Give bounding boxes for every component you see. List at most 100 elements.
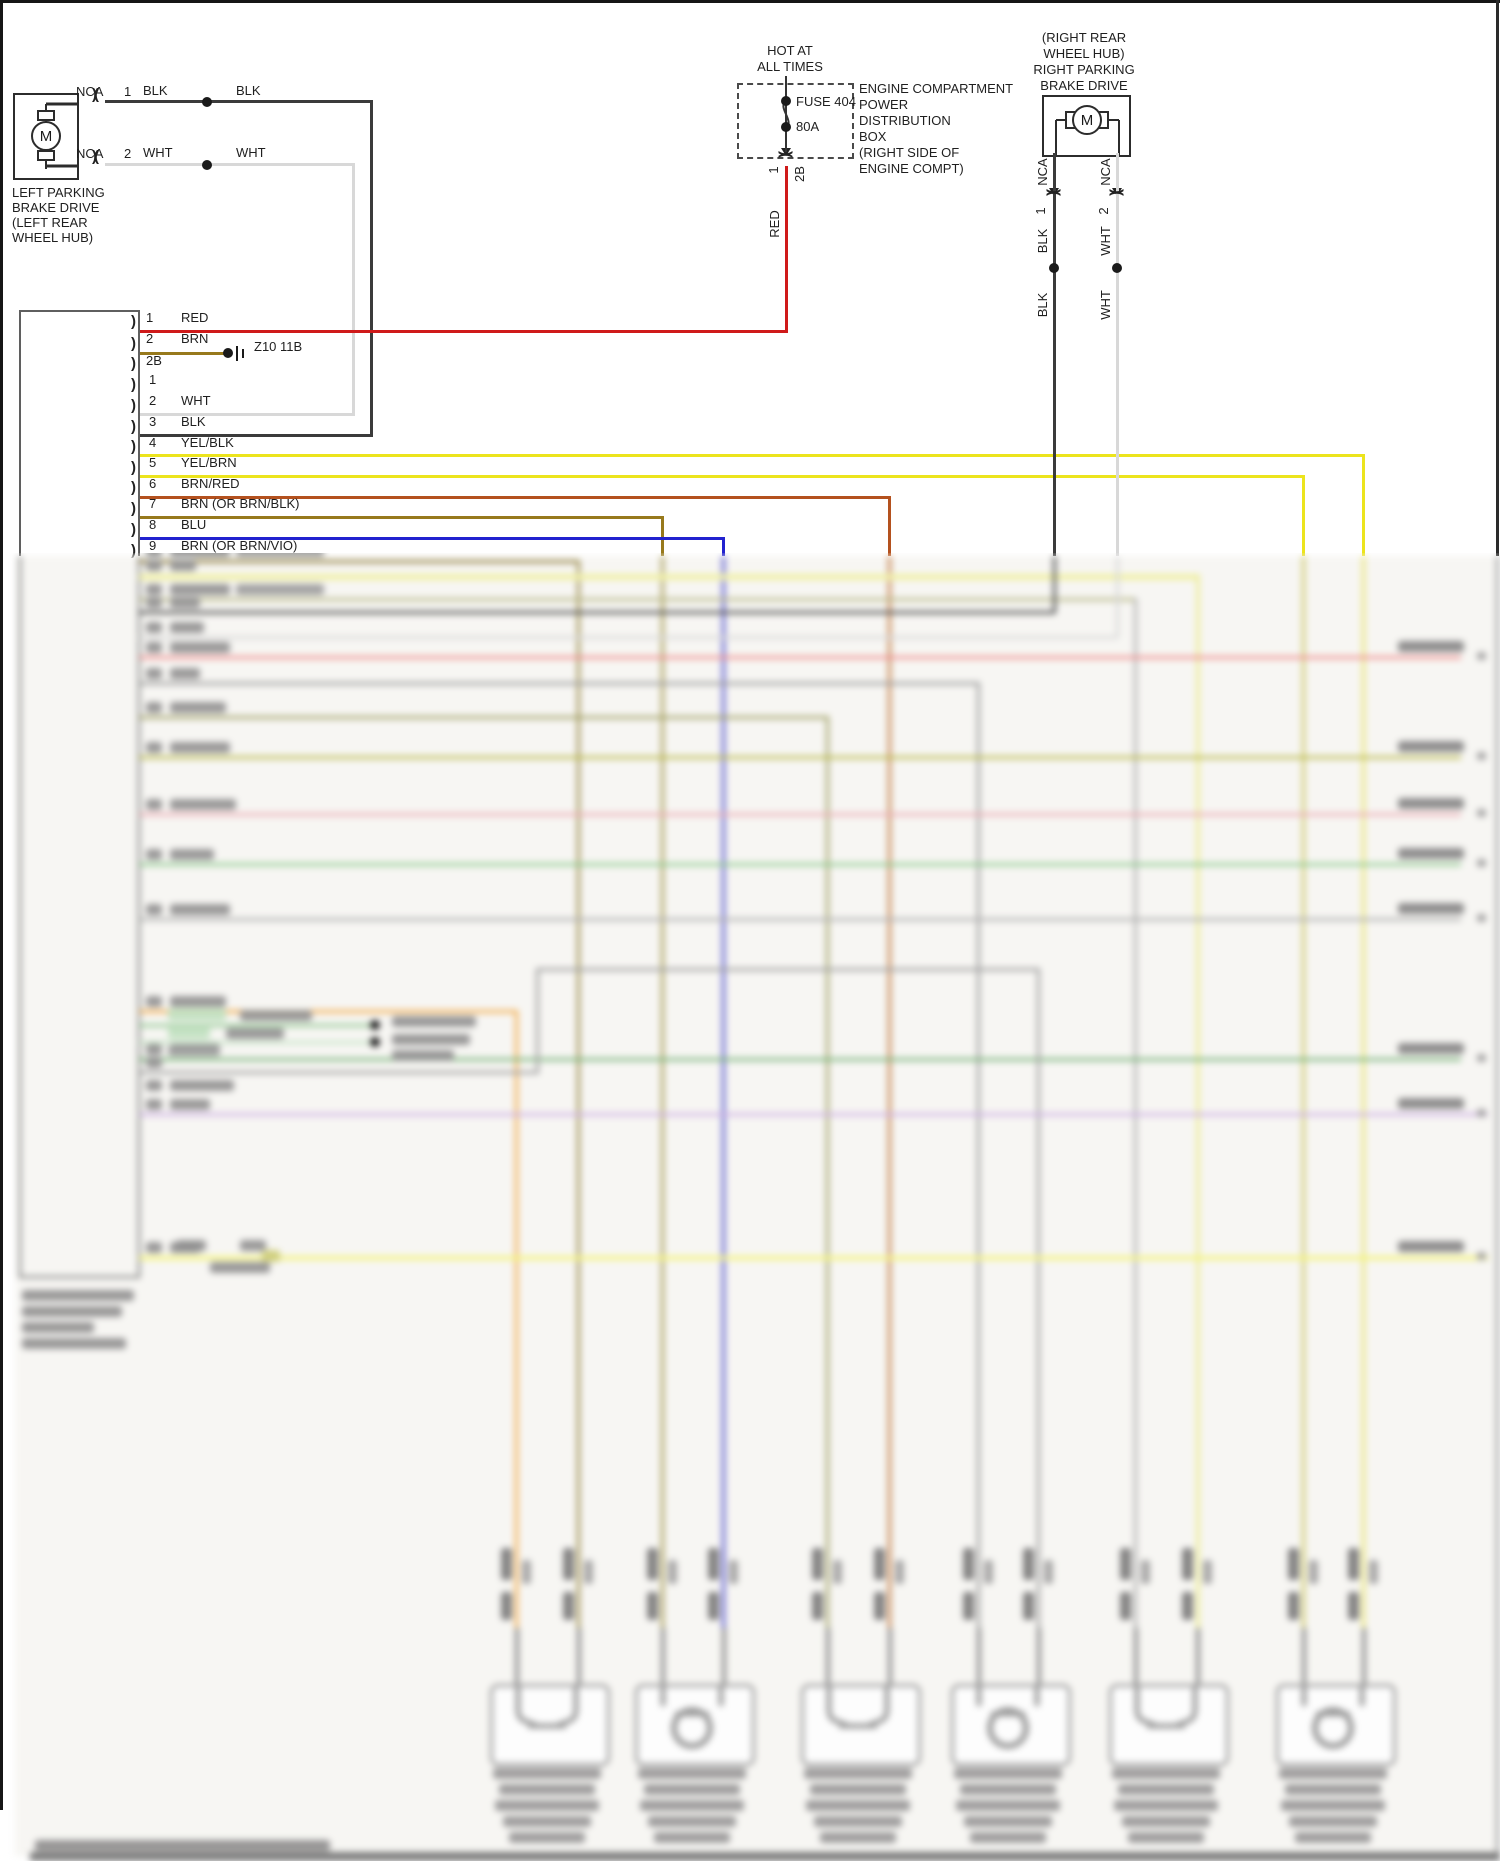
blurred-connector-caption: [22, 1322, 94, 1333]
blurred-rotated-label: [1288, 1548, 1299, 1580]
terminal-arc-icon: ): [131, 335, 136, 352]
blurred-wire-segment: [139, 756, 1461, 759]
wire-segment: [19, 310, 21, 556]
blurred-wire-segment: [536, 968, 539, 1074]
connector-glyph: [1301, 1684, 1365, 1749]
diagram-label: 2: [124, 146, 132, 161]
wire-segment: [139, 516, 664, 519]
blurred-wire-label: [170, 1099, 210, 1110]
diagram-label: 2B: [792, 166, 807, 182]
blurred-rotated-label: [1203, 1560, 1212, 1584]
diagram-label: (LEFT REAR: [12, 215, 88, 230]
blurred-wire-segment: [138, 556, 140, 1278]
blurred-pin-number: [146, 553, 162, 557]
diagram-label: POWER: [859, 97, 909, 112]
wire-segment: [1053, 153, 1056, 556]
diagram-label: (RIGHT SIDE OF: [859, 145, 960, 160]
terminal-arc-icon: )(: [1108, 189, 1126, 193]
connector-stub: [1037, 1628, 1041, 1686]
diagram-label: 2: [1096, 207, 1111, 215]
diagram-label: 1: [146, 310, 154, 325]
blurred-caption-line: [956, 1800, 1060, 1811]
diagram-label: 8: [149, 517, 157, 532]
blurred-wire-segment: [139, 1113, 1488, 1116]
blurred-wire-segment: [139, 656, 1461, 659]
blurred-pin-number: [146, 702, 162, 713]
blurred-label: [168, 1026, 210, 1039]
diagram-label: BLK: [181, 414, 206, 429]
terminal-arc-icon: ): [131, 376, 136, 393]
wire-segment: [888, 496, 891, 556]
blurred-caption-line: [1128, 1832, 1204, 1843]
blurred-caption-line: [493, 1768, 601, 1779]
blurred-rotated-label: [563, 1592, 574, 1620]
blurred-caption-line: [814, 1816, 902, 1827]
terminal-arc-icon: ): [131, 459, 136, 476]
wire-segment: [139, 537, 725, 540]
junction-dot: [202, 160, 212, 170]
blurred-rotated-label: [812, 1592, 823, 1620]
wire-segment: [105, 100, 373, 103]
diagram-label: 2B: [146, 353, 162, 368]
junction-dot: [1049, 263, 1059, 273]
blurred-rotated-label: [563, 1548, 574, 1580]
blurred-rotated-label: [812, 1548, 823, 1580]
connector-glyph: [660, 1684, 724, 1749]
diagram-label: BLU: [181, 517, 207, 532]
blurred-wire-segment: [1116, 556, 1119, 638]
blurred-wire-segment: [888, 556, 891, 1630]
diagram-label: BRN (OR BRN/VIO): [181, 538, 298, 553]
blurred-pin-number: [146, 1080, 162, 1091]
blurred-pin-number: [146, 799, 162, 810]
blurred-rotated-label: [708, 1548, 719, 1580]
junction-dot: [781, 96, 791, 106]
blurred-rotated-label: [1120, 1548, 1131, 1580]
watermark-text: [35, 1840, 330, 1851]
blurred-rotated-label: [1348, 1592, 1359, 1620]
blurred-wire-segment: [1037, 968, 1040, 1630]
blurred-label: [168, 1008, 226, 1021]
bottom-connector-box: [1276, 1684, 1396, 1766]
diagram-label: NCA: [1098, 158, 1113, 186]
blurred-wire-segment: [139, 813, 1461, 816]
blurred-rotated-label: [1182, 1592, 1193, 1620]
wire-segment: [661, 516, 664, 556]
blurred-pin-number: [146, 668, 162, 679]
blurred-rotated-label: [1023, 1592, 1034, 1620]
blurred-rotated-label: [833, 1560, 842, 1584]
connector-stub: [1362, 1628, 1366, 1686]
exit-arrow-mark: [1477, 1252, 1486, 1260]
connector-stub: [977, 1628, 981, 1686]
blurred-exit-label: [1398, 848, 1464, 859]
blurred-label: [392, 1050, 454, 1061]
blurred-wire-label: [170, 904, 230, 915]
junction-dot: [1112, 263, 1122, 273]
blurred-wire-segment: [661, 556, 664, 1630]
blurred-caption-line: [806, 1800, 910, 1811]
blurred-exit-label: [1398, 903, 1464, 914]
wire-segment: [1496, 0, 1499, 556]
blurred-wire-segment: [139, 863, 1461, 866]
diagram-label: 1: [124, 84, 132, 99]
blurred-caption-line: [654, 1832, 730, 1843]
wire-segment: [139, 330, 788, 333]
connector-stub: [661, 1628, 665, 1686]
wire-segment: [139, 352, 229, 355]
diagram-label: NCA: [76, 84, 104, 99]
diagram-label: WHT: [1098, 226, 1113, 256]
blurred-wire-segment: [139, 560, 579, 563]
blurred-pin-number: [146, 1057, 162, 1068]
blurred-caption-line: [1122, 1816, 1210, 1827]
blurred-caption-line: [1281, 1800, 1385, 1811]
wire-segment: [138, 310, 140, 556]
blurred-rotated-label: [984, 1560, 993, 1584]
blurred-caption-line: [960, 1784, 1056, 1795]
wire-segment: [785, 166, 788, 333]
blurred-wire-segment: [139, 598, 1137, 601]
diagram-label: RED: [181, 310, 209, 325]
blurred-caption-line: [964, 1816, 1052, 1827]
terminal-arc-icon: ): [131, 313, 136, 330]
blurred-caption-line: [640, 1800, 744, 1811]
